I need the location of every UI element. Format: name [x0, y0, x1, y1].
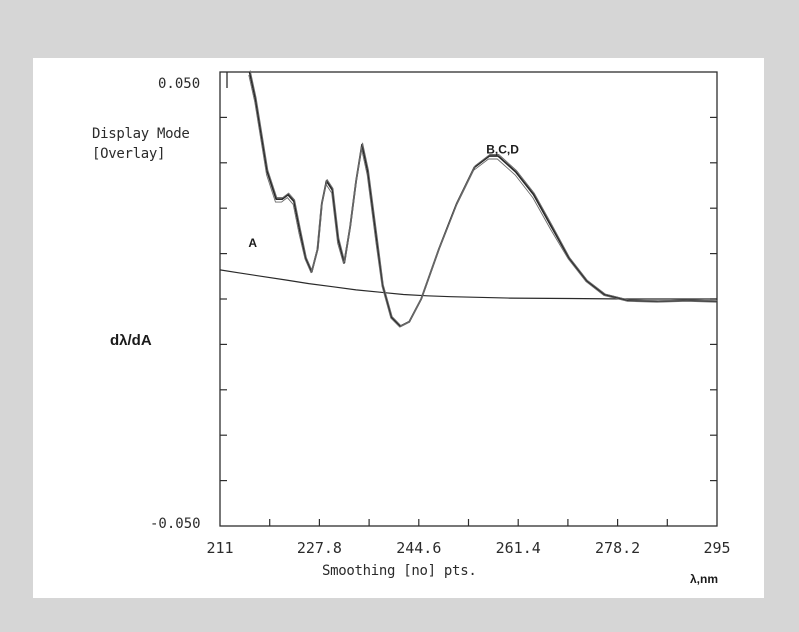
y-axis-title: dλ/dA [110, 332, 152, 349]
display-mode-value: [Overlay] [92, 146, 166, 162]
series-overlay-1 [248, 74, 717, 328]
y-bottom-label: -0.050 [150, 516, 201, 532]
series-line-a [219, 269, 717, 300]
x-tick-label: 227.8 [297, 539, 342, 557]
annotation-label: B,C,D [486, 143, 519, 157]
smoothing-label: Smoothing [no] pts. [322, 563, 477, 579]
annotation-label: A [248, 236, 257, 250]
x-tick-label: 295 [703, 539, 730, 557]
y-top-label: 0.050 [158, 76, 201, 92]
x-tick-label: 244.6 [396, 539, 441, 557]
x-tick-label: 261.4 [496, 539, 541, 557]
series-overlay-2 [249, 70, 718, 327]
annotations: A B,C,D [248, 143, 519, 250]
display-mode-label: Display Mode [92, 126, 190, 142]
x-axis-unit: λ,nm [690, 572, 719, 586]
series-group [219, 70, 718, 328]
x-tick-label: 278.2 [595, 539, 640, 557]
x-ticks [269, 519, 668, 526]
series-line-bcd [248, 71, 718, 328]
x-tick-labels: 211 227.8 244.6 261.4 278.2 295 [206, 539, 730, 557]
scan-panel [33, 58, 764, 598]
x-tick-label: 211 [206, 539, 233, 557]
